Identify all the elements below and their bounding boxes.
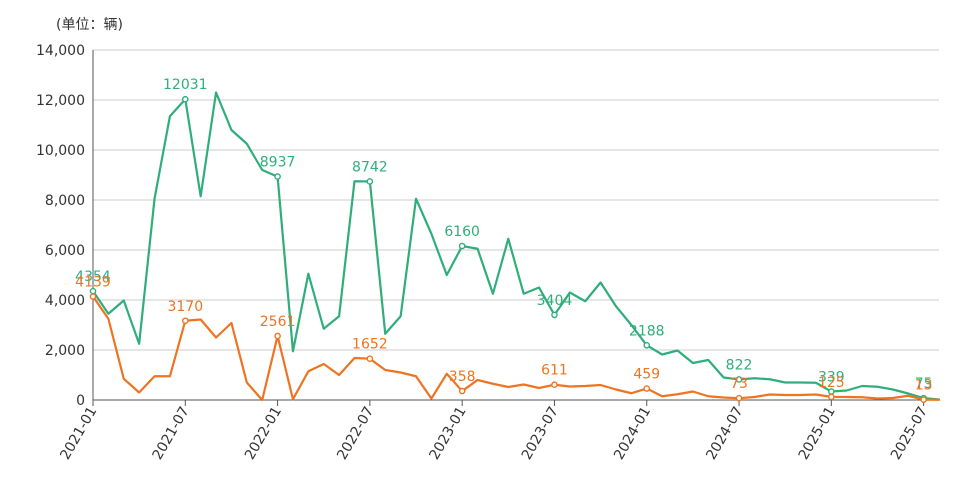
y-tick-label: 10,000 bbox=[36, 143, 85, 159]
data-label: 1652 bbox=[352, 337, 388, 353]
data-point-marker bbox=[181, 95, 189, 103]
x-tick-label: 2024-07 bbox=[703, 404, 746, 463]
gridlines bbox=[93, 49, 939, 401]
data-label: 8742 bbox=[352, 159, 388, 175]
data-point-marker bbox=[458, 242, 466, 250]
series-line-1 bbox=[91, 295, 941, 402]
data-point-marker bbox=[551, 311, 558, 319]
x-tick-label: 2023-07 bbox=[519, 404, 562, 463]
data-point-marker bbox=[643, 341, 651, 349]
x-tick-label: 2022-01 bbox=[242, 404, 285, 463]
data-label: 611 bbox=[541, 363, 568, 379]
data-point-marker bbox=[458, 387, 466, 395]
y-axis: 0 2,000 4,000 6,000 8,000 10,000 12,000 14,000 bbox=[36, 43, 94, 409]
unit-label: (单位：辆) bbox=[56, 17, 123, 33]
data-point-marker bbox=[735, 394, 743, 402]
data-point-marker bbox=[89, 293, 97, 300]
x-tick-label: 2021-01 bbox=[57, 404, 100, 463]
data-label: 2561 bbox=[260, 314, 296, 330]
x-tick-label: 2023-01 bbox=[427, 404, 470, 463]
y-tick-label: 8,000 bbox=[45, 193, 85, 209]
y-tick-label: 0 bbox=[76, 393, 85, 409]
data-point-marker bbox=[735, 376, 743, 383]
data-point-marker bbox=[643, 385, 651, 392]
data-labels-layer: 4354 12031 8937 8742 6160 3404 2188 822 339 75 413… bbox=[75, 77, 933, 403]
y-tick-label: 2,000 bbox=[45, 343, 85, 359]
data-point-marker bbox=[920, 396, 927, 403]
data-label: 339 bbox=[818, 370, 845, 386]
series-layer bbox=[91, 91, 941, 402]
y-tick-label: 6,000 bbox=[45, 243, 85, 259]
x-tick-label: 2025-01 bbox=[796, 404, 839, 463]
data-point-marker bbox=[274, 332, 281, 340]
data-point-marker bbox=[551, 381, 558, 389]
x-tick-label: 2021-07 bbox=[150, 404, 193, 463]
data-point-marker bbox=[366, 178, 374, 185]
data-label: 2188 bbox=[629, 323, 665, 339]
data-point-marker bbox=[274, 173, 281, 180]
y-tick-label: 4,000 bbox=[45, 293, 85, 309]
x-tick-label: 2025-07 bbox=[888, 404, 931, 463]
y-tick-label: 14,000 bbox=[36, 43, 85, 59]
data-label: 12031 bbox=[163, 77, 208, 93]
data-label: 4354 bbox=[75, 269, 111, 285]
data-point-marker bbox=[366, 355, 374, 363]
data-label: 3170 bbox=[167, 299, 203, 315]
data-label: 8937 bbox=[260, 155, 296, 171]
x-tick-label: 2022-07 bbox=[334, 404, 377, 463]
series-line-0 bbox=[91, 91, 941, 401]
data-point-marker bbox=[181, 317, 189, 325]
data-label: 459 bbox=[633, 367, 660, 383]
data-label: 822 bbox=[726, 357, 753, 373]
data-label: 4139 bbox=[75, 275, 111, 291]
data-label: 358 bbox=[449, 369, 476, 385]
data-label: 75 bbox=[915, 376, 933, 392]
x-axis: 2021-01 2021-07 2022-01 2022-07 2023-01 2023-… bbox=[57, 400, 931, 463]
x-tick-label: 2024-01 bbox=[611, 404, 654, 463]
y-tick-label: 12,000 bbox=[36, 93, 85, 109]
data-point-marker bbox=[828, 393, 835, 401]
data-label: 3404 bbox=[537, 293, 573, 309]
data-label: 6160 bbox=[444, 224, 480, 240]
data-label: 13 bbox=[915, 378, 933, 394]
data-label: 73 bbox=[730, 376, 748, 392]
data-label: 125 bbox=[818, 375, 845, 391]
